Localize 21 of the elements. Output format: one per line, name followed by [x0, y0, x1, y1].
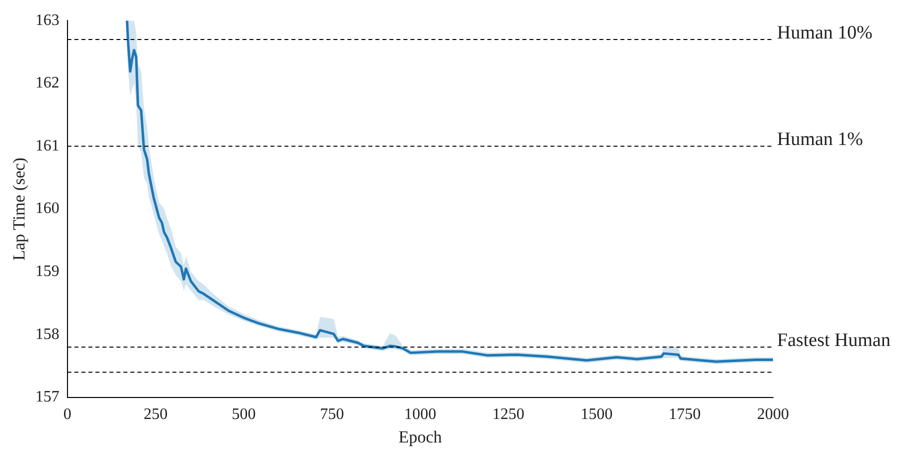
x-tick-label: 1500 — [580, 406, 613, 424]
x-tick-label: 750 — [320, 406, 344, 424]
ref-line-label: Fastest Human — [777, 330, 891, 352]
x-tick-label: 250 — [144, 406, 168, 424]
x-tick-label: 2000 — [757, 406, 789, 424]
x-axis-title: Epoch — [398, 427, 442, 446]
y-tick-label: 157 — [35, 388, 60, 406]
y-tick-label: 158 — [35, 326, 60, 343]
y-axis-title: Lap Time (sec) — [10, 158, 29, 260]
x-tick-label: 1250 — [492, 406, 524, 424]
x-tick-label: 0 — [63, 406, 72, 424]
x-tick-label: 1000 — [404, 406, 436, 424]
x-tick-label: 500 — [232, 406, 256, 424]
ref-line-label: Human 10% — [777, 22, 873, 44]
y-tick-label: 162 — [35, 74, 60, 92]
y-tick-label: 163 — [35, 12, 60, 29]
x-tick-label: 1750 — [668, 406, 701, 424]
y-tick-label: 161 — [35, 137, 60, 154]
ref-line-label: Human 1% — [777, 129, 864, 150]
y-tick-label: 159 — [35, 263, 60, 280]
y-tick-label: 160 — [35, 200, 60, 218]
